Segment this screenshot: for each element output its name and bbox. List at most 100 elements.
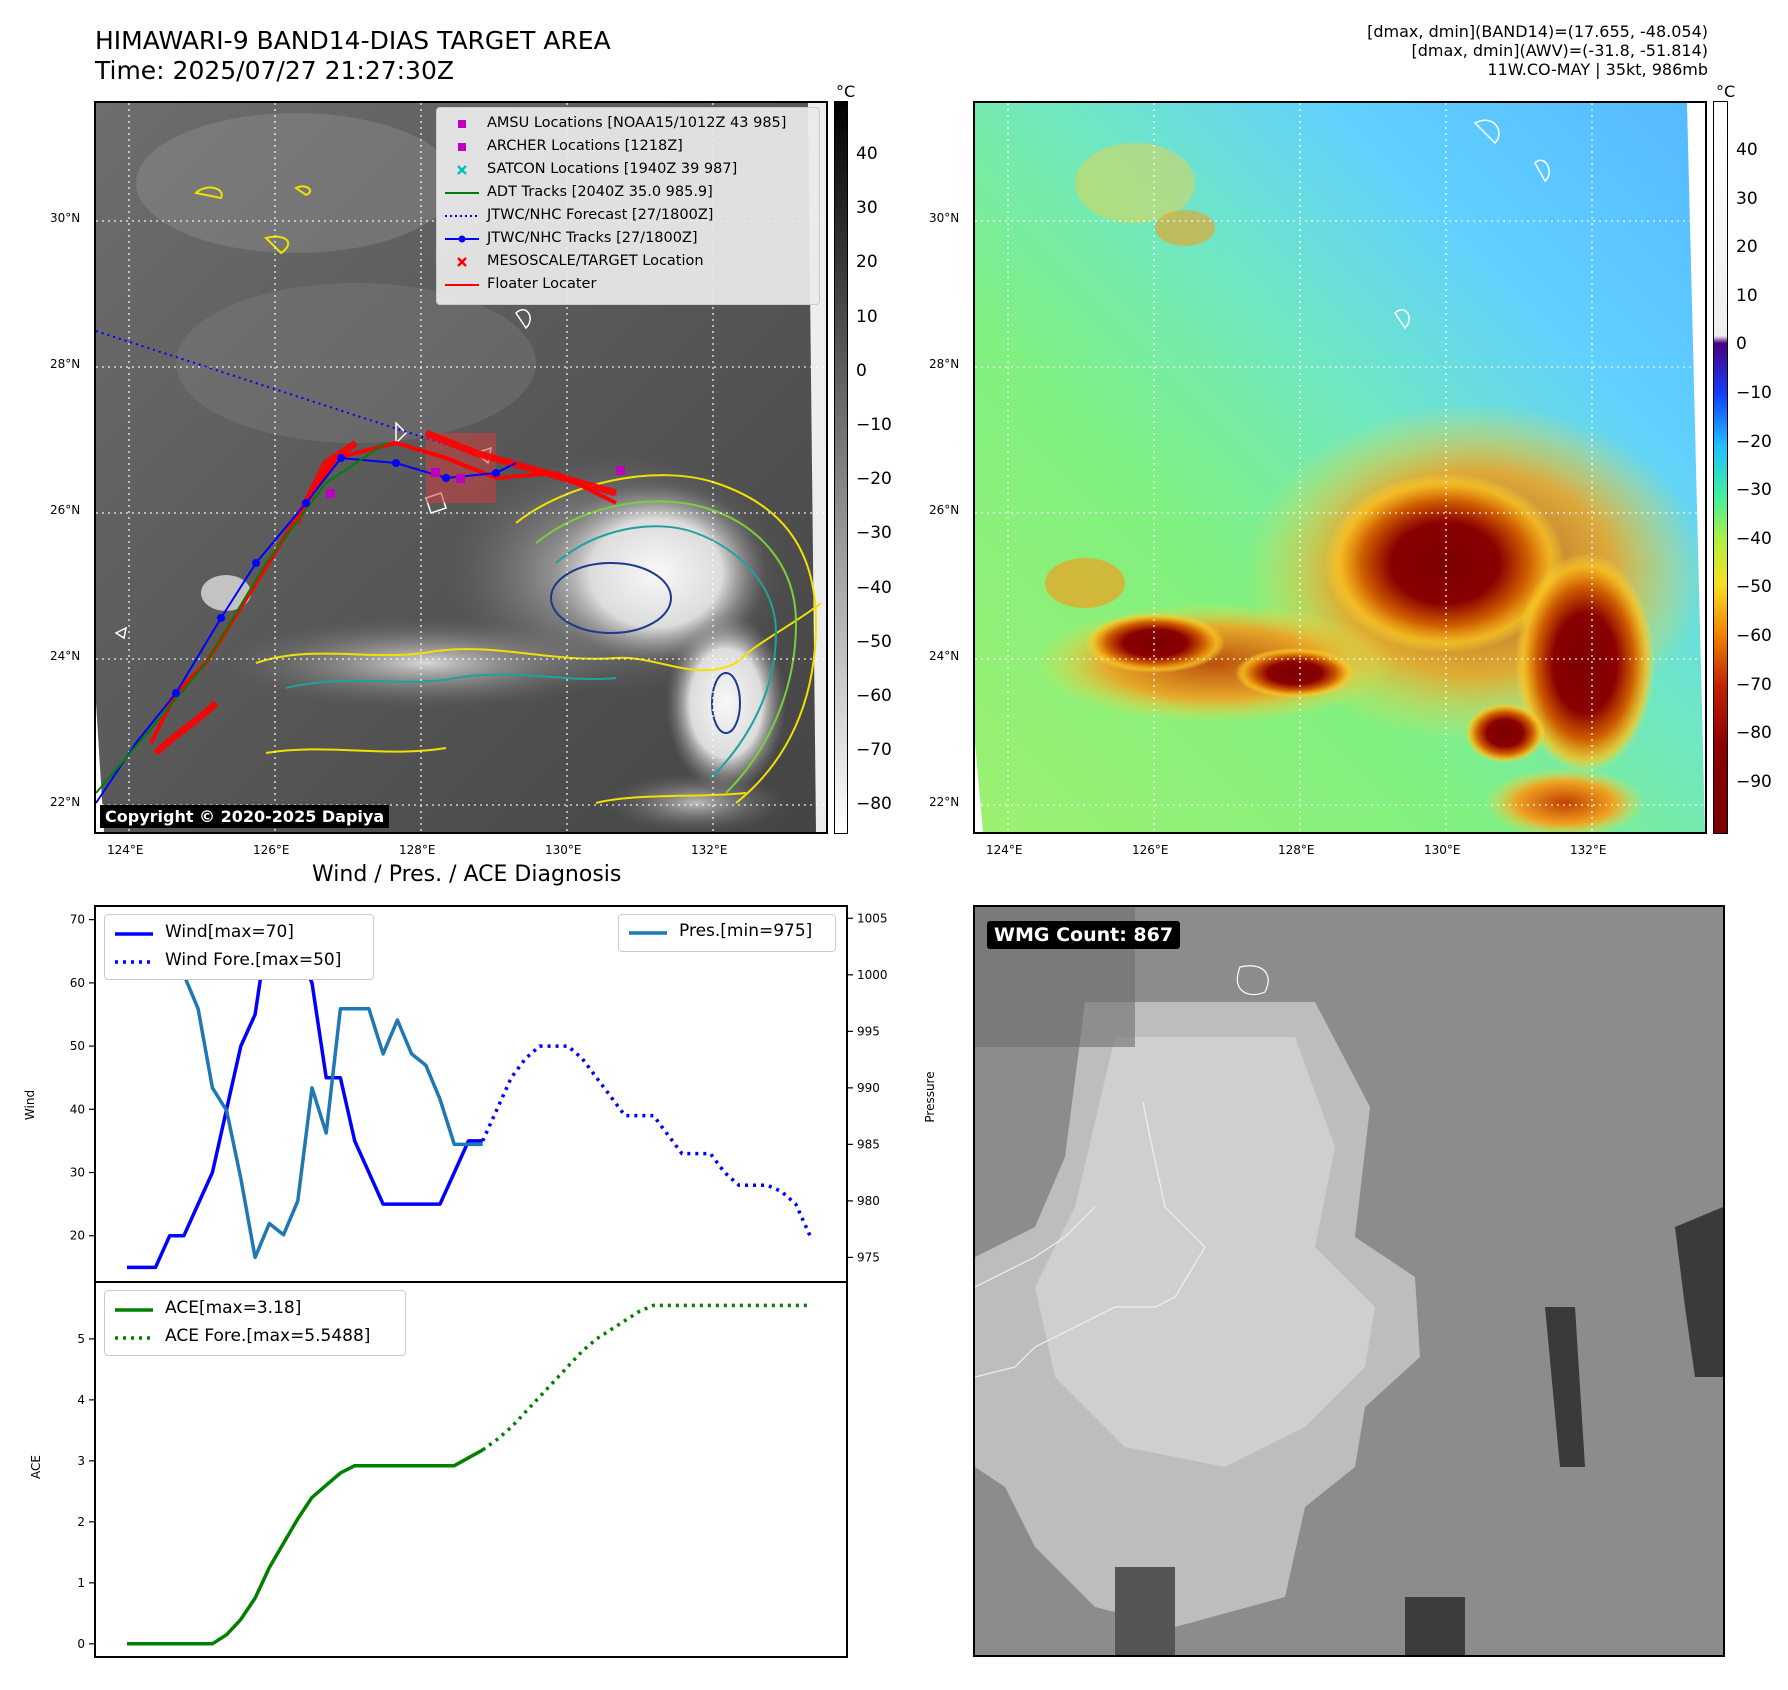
ir-map-panel: AMSU Locations [NOAA15/1012Z 43 985] ARCH…: [94, 101, 828, 834]
ace-axis-label: ACE: [29, 1455, 43, 1479]
map-lon-label: 130°E: [1424, 843, 1461, 857]
colorbar-tick: −10: [856, 415, 892, 435]
y-tick-label: 0: [77, 1637, 85, 1651]
map-lon-label: 126°E: [253, 843, 290, 857]
map-lat-label: 28°N: [929, 357, 960, 371]
diagnosis-title: Wind / Pres. / ACE Diagnosis: [312, 862, 622, 887]
y-tick-label: 980: [857, 1194, 880, 1208]
colorbar-tick: −10: [1736, 383, 1772, 403]
map-legend-symbol: [457, 165, 467, 175]
y-tick-label: 60: [70, 976, 85, 990]
y-tick-label: 70: [70, 913, 85, 927]
y-tick-label: 20: [70, 1229, 85, 1243]
colorbar-tick: 20: [1736, 237, 1758, 258]
y-tick-label: 4: [77, 1393, 85, 1407]
map-legend-label: Floater Locater: [487, 276, 597, 292]
cb-gray-bar: [834, 101, 848, 834]
cb-color-bar: [1713, 101, 1728, 834]
colorbar-tick: 10: [856, 306, 878, 327]
y-tick-label: 40: [70, 1102, 85, 1116]
color-ir-map-panel: [973, 101, 1707, 834]
pressure-axis-label: Pressure: [923, 1071, 937, 1123]
wmg-image: [975, 907, 1723, 1655]
map-lat-label: 24°N: [50, 649, 81, 663]
colorbar-tick: −60: [856, 686, 892, 706]
wind-legend-label: Wind[max=70]: [165, 922, 294, 942]
colorbar-tick: −80: [856, 794, 892, 815]
colorbar-tick: −70: [1736, 674, 1772, 695]
map-legend-label: ADT Tracks [2040Z 35.0 985.9]: [487, 184, 713, 200]
colorbar-tick: −80: [1736, 723, 1772, 744]
figure-info: [dmax, dmin](BAND14)=(17.655, -48.054) […: [1367, 22, 1708, 79]
map-legend-label: JTWC/NHC Tracks [27/1800Z]: [487, 230, 698, 246]
pressure-legend: Pres.[min=975]: [618, 914, 836, 952]
colorbar-tick: 30: [856, 198, 878, 219]
pressure-legend-label: Pres.[min=975]: [679, 921, 813, 941]
colorbar-tick: −90: [1736, 771, 1772, 792]
info-line-1: [dmax, dmin](BAND14)=(17.655, -48.054): [1367, 22, 1708, 41]
colorbar-tick: −70: [856, 740, 892, 761]
wind-legend: Wind[max=70] Wind Fore.[max=50]: [104, 914, 374, 980]
map-legend-label: MESOSCALE/TARGET Location: [487, 253, 704, 269]
map-lon-label: 124°E: [986, 843, 1023, 857]
map-lat-label: 28°N: [50, 357, 81, 371]
info-line-2: [dmax, dmin](AWV)=(-31.8, -51.814): [1411, 41, 1708, 60]
colorbar-tick: −20: [1736, 431, 1772, 452]
map-legend-symbol: [445, 284, 479, 286]
map-legend-label: SATCON Locations [1940Z 39 987]: [487, 161, 738, 177]
map-legend-label: JTWC/NHC Forecast [27/1800Z]: [487, 207, 714, 223]
map-legend-symbol: [457, 257, 467, 267]
map-lon-label: 132°E: [691, 843, 728, 857]
colorbar-tick: −50: [856, 631, 892, 652]
colorbar-tick: 0: [856, 360, 867, 381]
map-lat-label: 26°N: [50, 503, 81, 517]
cb-gray-unit: °C: [836, 82, 856, 101]
map-legend-label: AMSU Locations [NOAA15/1012Z 43 985]: [487, 115, 787, 131]
map-legend-label: ARCHER Locations [1218Z]: [487, 138, 683, 154]
colorbar-tick: −20: [856, 469, 892, 490]
colorbar-tick: −40: [856, 577, 892, 598]
y-tick-label: 1000: [857, 968, 888, 982]
y-tick-label: 1005: [857, 911, 888, 925]
map-lat-label: 22°N: [929, 795, 960, 809]
map-lat-label: 30°N: [50, 211, 81, 225]
map-legend-symbol: [445, 235, 479, 243]
y-tick-label: 1: [77, 1576, 85, 1590]
colorbar-tick: −30: [1736, 480, 1772, 501]
map-legend: AMSU Locations [NOAA15/1012Z 43 985] ARCH…: [436, 107, 820, 305]
title-line-2: Time: 2025/07/27 21:27:30Z: [95, 56, 454, 85]
map-legend-symbol: [445, 215, 479, 217]
wmg-panel: WMG Count: 867: [973, 905, 1725, 1657]
ace-legend: ACE[max=3.18] ACE Fore.[max=5.5488]: [104, 1290, 406, 1356]
y-tick-label: 985: [857, 1137, 880, 1151]
ace-legend-label: ACE[max=3.18]: [165, 1298, 302, 1318]
y-tick-label: 50: [70, 1039, 85, 1053]
colorbar-tick: 0: [1736, 334, 1747, 355]
wind-axis-label: Wind: [23, 1089, 37, 1121]
map-legend-symbol: [458, 143, 466, 151]
title-line-1: HIMAWARI-9 BAND14-DIAS TARGET AREA: [95, 26, 611, 55]
colorbar-tick: 10: [1736, 285, 1758, 306]
wmg-count-label: WMG Count: 867: [987, 921, 1181, 949]
diagnosis-frame: [94, 905, 848, 1658]
y-tick-label: 975: [857, 1250, 880, 1264]
map-lon-label: 128°E: [1278, 843, 1315, 857]
colorbar-tick: 40: [856, 144, 878, 164]
map-legend-symbol: [445, 192, 479, 194]
colorbar-tick: −60: [1736, 626, 1772, 646]
ace-fore-legend-label: ACE Fore.[max=5.5488]: [165, 1326, 371, 1346]
map-lon-label: 132°E: [1570, 843, 1607, 857]
colorbar-tick: 30: [1736, 188, 1758, 209]
y-tick-label: 2: [77, 1515, 85, 1529]
map-lon-label: 124°E: [107, 843, 144, 857]
map-lat-label: 24°N: [929, 649, 960, 663]
y-tick-label: 30: [70, 1166, 85, 1180]
map-lon-label: 128°E: [399, 843, 436, 857]
colorbar-tick: −50: [1736, 577, 1772, 598]
figure-title: HIMAWARI-9 BAND14-DIAS TARGET AREA Time:…: [95, 26, 611, 86]
map-lat-label: 30°N: [929, 211, 960, 225]
info-line-3: 11W.CO-MAY | 35kt, 986mb: [1487, 60, 1708, 79]
y-tick-label: 3: [77, 1454, 85, 1468]
map-lon-label: 126°E: [1132, 843, 1169, 857]
map-legend-symbol: [458, 120, 466, 128]
